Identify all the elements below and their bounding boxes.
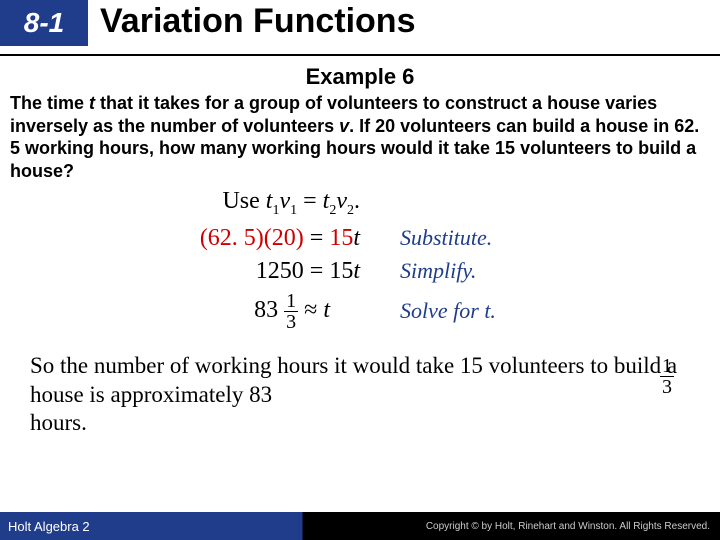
var-v: v xyxy=(339,116,349,136)
work-left: 1250 = 15t xyxy=(0,258,360,285)
slide-title: Variation Functions xyxy=(100,2,415,41)
work-line-2: (62. 5)(20) = 15t Substitute. xyxy=(0,225,720,252)
numerator: 1 xyxy=(284,291,298,312)
problem-text: The time xyxy=(10,93,89,113)
rhs-var: t xyxy=(353,258,360,284)
problem-statement: The time t that it takes for a group of … xyxy=(0,90,720,182)
slide-header: 8-1 Variation Functions xyxy=(0,0,720,56)
work-left: Use t1v1 = t2v2. xyxy=(0,188,360,219)
fraction: 1 3 xyxy=(660,356,674,397)
rhs-var: t xyxy=(353,225,360,251)
work-note: Solve for t. xyxy=(360,298,496,324)
fraction: 1 3 xyxy=(284,291,298,332)
copyright: Copyright © by Holt, Rinehart and Winsto… xyxy=(426,521,720,532)
text: Use xyxy=(222,188,265,214)
work-left: (62. 5)(20) = 15t xyxy=(0,225,360,252)
text: . xyxy=(354,188,360,214)
var: v xyxy=(336,188,347,214)
numerator: 1 xyxy=(660,356,674,377)
work-line-3: 1250 = 15t Simplify. xyxy=(0,258,720,285)
denominator: 3 xyxy=(660,377,674,397)
approx: ≈ xyxy=(304,297,323,323)
denominator: 3 xyxy=(284,312,298,332)
work-area: Use t1v1 = t2v2. (62. 5)(20) = 15t Subst… xyxy=(0,188,720,332)
conclusion-text: hours. xyxy=(30,410,87,435)
rhs-var: t xyxy=(323,297,330,323)
eq: = xyxy=(297,188,323,214)
conclusion: So the number of working hours it would … xyxy=(0,338,720,438)
section-number: 8-1 xyxy=(24,7,64,39)
conclusion-text: So the number of working hours it would … xyxy=(30,353,677,407)
work-line-4: 83 1 3 ≈ t Solve for t. xyxy=(0,291,720,332)
sub: 2 xyxy=(347,203,354,218)
work-note: Simplify. xyxy=(360,258,476,284)
conclusion-fraction: 1 3 xyxy=(660,356,674,397)
eq: = xyxy=(304,258,330,284)
lhs: (62. 5)(20) xyxy=(200,225,304,251)
lhs: 1250 xyxy=(256,258,304,284)
var: v xyxy=(279,188,290,214)
eq: = xyxy=(304,225,330,251)
work-line-1: Use t1v1 = t2v2. xyxy=(0,188,720,219)
slide-footer: Holt Algebra 2 Copyright © by Holt, Rine… xyxy=(0,512,720,540)
work-left: 83 1 3 ≈ t xyxy=(0,291,360,332)
example-label: Example 6 xyxy=(0,64,720,90)
rhs-num: 15 xyxy=(329,225,353,251)
section-badge: 8-1 xyxy=(0,0,88,46)
rhs-num: 15 xyxy=(329,258,353,284)
work-note: Substitute. xyxy=(360,225,492,251)
whole: 83 xyxy=(254,297,278,323)
book-title: Holt Algebra 2 xyxy=(0,519,90,534)
